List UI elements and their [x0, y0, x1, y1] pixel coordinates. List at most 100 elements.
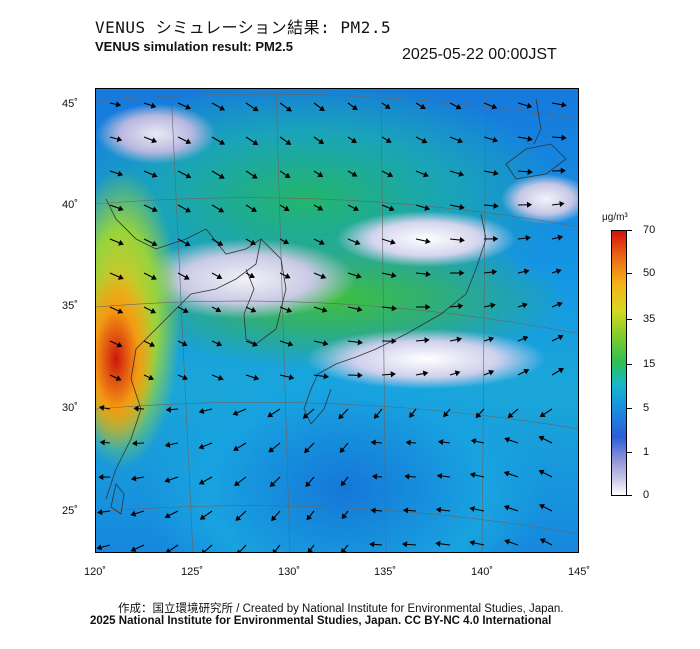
wind-arrowhead [232, 410, 239, 416]
wind-arrowhead [560, 167, 566, 174]
graticule [96, 89, 578, 552]
wind-arrowhead [151, 240, 158, 247]
timestamp: 2025-05-22 00:00JST [402, 46, 557, 63]
wind-arrowhead [523, 268, 530, 275]
wind-arrowhead [405, 439, 411, 446]
credit-line: 作成：国立環境研究所 / Created by National Institu… [118, 603, 564, 615]
wind-arrowhead [151, 137, 158, 144]
wind-arrowhead [391, 272, 397, 279]
wind-vectors [96, 101, 567, 552]
wind-arrowhead [454, 370, 461, 377]
wind-arrowhead [183, 274, 190, 280]
wind-arrowhead [355, 273, 362, 279]
wind-arrowhead [148, 374, 154, 381]
wind-arrowhead [98, 474, 104, 481]
wind-arrowhead [371, 473, 378, 480]
colorbar-label-35: 35 [643, 313, 656, 325]
colorbar-label-5: 5 [643, 402, 650, 414]
wind-arrowhead [237, 549, 241, 552]
wind-arrowhead [470, 438, 477, 445]
meridian-135 [380, 89, 387, 552]
wind-arrowhead [283, 205, 290, 211]
wind-arrowhead [388, 205, 395, 212]
wind-arrowhead [251, 173, 258, 179]
wind-arrowhead [493, 169, 499, 176]
wind-arrowhead [390, 239, 396, 245]
parallel-40 [96, 197, 578, 227]
wind-arrow [203, 544, 213, 552]
wind-arrowhead [357, 372, 363, 379]
wind-arrowhead [504, 538, 510, 545]
lat-tick-30: 30˚ [62, 402, 78, 414]
wind-arrowhead [558, 367, 565, 374]
parallel-25 [96, 505, 578, 534]
lat-tick-25: 25˚ [62, 505, 78, 517]
wind-arrowhead [341, 513, 348, 520]
taiwan [110, 483, 125, 515]
china-coast [105, 198, 262, 500]
wind-arrowhead [423, 171, 429, 178]
wind-arrowhead [539, 503, 545, 510]
wind-arrowhead [268, 446, 275, 453]
wind-arrowhead [425, 238, 431, 245]
wind-arrowhead [538, 435, 545, 442]
wind-arrowhead [218, 173, 225, 179]
wind-arrowhead [488, 369, 495, 376]
wind-arrowhead [216, 273, 223, 279]
wind-arrowhead [322, 340, 329, 347]
wind-arrowhead [356, 306, 363, 313]
wind-arrowhead [526, 102, 533, 109]
wind-arrowhead [351, 137, 357, 143]
wind-arrowhead [267, 411, 274, 418]
pm25-map [95, 88, 579, 553]
wind-arrowhead [182, 307, 189, 314]
wind-arrowhead [184, 240, 191, 247]
wind-arrowhead [285, 106, 292, 112]
wind-arrowhead [287, 340, 294, 347]
wind-arrowhead [404, 473, 410, 480]
wind-arrowhead [216, 340, 223, 347]
wind-arrowhead [491, 103, 498, 110]
wind-arrowhead [285, 139, 292, 145]
wind-arrowhead [436, 473, 443, 480]
colorbar-tick [627, 319, 632, 320]
wind-arrow [273, 544, 281, 552]
lon-tick-125: 125˚ [180, 566, 204, 578]
japan-kyushu [303, 373, 332, 425]
wind-arrowhead [130, 475, 137, 482]
parallel-45 [96, 93, 578, 119]
wind-arrowhead [233, 445, 239, 451]
title-english: VENUS simulation result: PM2.5 [95, 39, 293, 54]
wind-arrowhead [130, 510, 137, 517]
title-japanese: VENUS シミュレーション結果: PM2.5 [95, 18, 392, 37]
wind-arrowhead [373, 413, 380, 419]
wind-arrowhead [149, 341, 156, 347]
wind-arrowhead [306, 514, 313, 521]
wind-arrowhead [318, 105, 325, 112]
wind-arrowhead [459, 269, 465, 276]
wind-arrowhead [164, 441, 171, 448]
wind-arrowhead [185, 172, 192, 179]
wind-arrowhead [538, 469, 545, 476]
lon-tick-140: 140˚ [470, 566, 494, 578]
korea-coast [243, 238, 287, 345]
wind-arrowhead [305, 481, 311, 488]
wind-arrowhead [304, 447, 310, 454]
wind-arrowhead [118, 239, 124, 246]
wind-arrowhead [561, 134, 567, 141]
wind-arrowhead [526, 201, 533, 208]
wind-arrowhead [401, 541, 408, 548]
wind-arrowhead [271, 515, 277, 522]
wind-arrowhead [98, 404, 105, 411]
wind-arrowhead [182, 374, 188, 381]
wind-arrowhead [424, 205, 431, 211]
wind-arrowhead [198, 408, 205, 415]
wind-arrowhead [561, 101, 567, 108]
colorbar-label-1: 1 [643, 446, 650, 458]
wind-arrowhead [370, 439, 376, 446]
colorbar-tick [627, 452, 632, 453]
wind-arrowhead [421, 137, 428, 144]
wind-arrowhead [318, 138, 325, 145]
wind-arrowhead [185, 103, 191, 110]
japan-honshu [317, 213, 487, 375]
